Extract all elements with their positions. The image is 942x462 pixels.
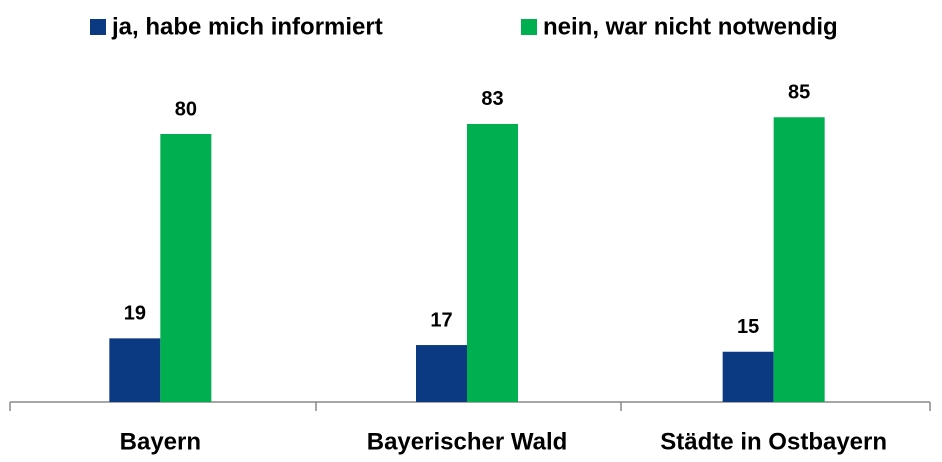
bar — [160, 134, 212, 402]
bar — [467, 123, 518, 402]
legend-swatch — [90, 19, 106, 35]
data-label: 85 — [788, 82, 810, 104]
legend-swatch — [521, 19, 537, 35]
legend-label: nein, war nicht notwendig — [543, 13, 838, 40]
data-label: 80 — [175, 98, 197, 120]
x-tick-label: Bayern — [120, 428, 201, 455]
legend-label: ja, habe mich informiert — [111, 13, 383, 40]
x-tick-label: Städte in Ostbayern — [660, 428, 887, 455]
data-label: 15 — [737, 316, 759, 338]
bar — [722, 351, 774, 402]
x-tick-label: Bayerischer Wald — [367, 428, 568, 455]
bar — [109, 338, 161, 402]
bar — [773, 117, 825, 402]
bar — [416, 345, 467, 402]
data-label: 17 — [430, 309, 452, 331]
data-label: 19 — [124, 303, 146, 325]
data-label: 83 — [481, 88, 503, 110]
